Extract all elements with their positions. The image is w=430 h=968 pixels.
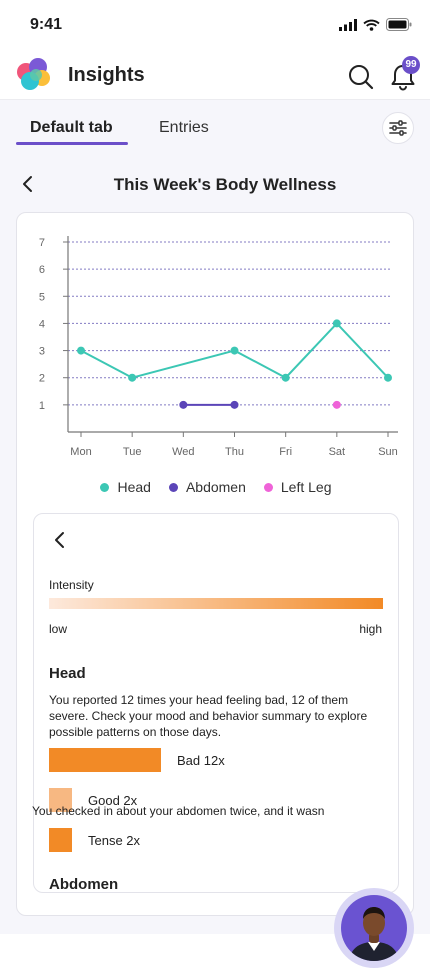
data-point-head bbox=[77, 346, 85, 355]
data-point-left-leg bbox=[332, 400, 341, 409]
x-tick-label: Mon bbox=[70, 446, 91, 458]
bar-label: Tense 2x bbox=[88, 832, 141, 848]
search-icon[interactable] bbox=[348, 64, 374, 90]
abdomen-title: Abdomen bbox=[49, 876, 119, 893]
legend-dot bbox=[100, 482, 110, 492]
y-tick-label: 6 bbox=[39, 264, 45, 276]
data-point-abdomen bbox=[230, 400, 239, 409]
x-tick-label: Sun bbox=[378, 446, 398, 458]
status-bar: 9:41 bbox=[0, 0, 430, 50]
notification-badge: 99 bbox=[402, 56, 420, 74]
chevron-left-icon[interactable] bbox=[50, 530, 70, 550]
legend-label: Abdomen bbox=[185, 479, 246, 495]
y-tick-label: 3 bbox=[39, 346, 45, 358]
detail-panel: Intensity low high Head You reported 12 … bbox=[33, 513, 399, 893]
x-tick-label: Sat bbox=[329, 446, 346, 458]
chart-legend: Head Abdomen Left Leg bbox=[17, 479, 413, 495]
content-area: Default tab Entries This Week's Body Wel… bbox=[0, 100, 430, 934]
data-point-head bbox=[384, 373, 392, 382]
bar-label: Good 2x bbox=[88, 792, 138, 808]
y-tick-label: 5 bbox=[39, 291, 45, 303]
tab-entries[interactable]: Entries bbox=[159, 119, 209, 136]
head-title: Head bbox=[49, 665, 86, 682]
status-icons bbox=[339, 18, 412, 31]
x-tick-label: Tue bbox=[123, 446, 142, 458]
sliders-icon bbox=[389, 120, 407, 136]
person-avatar-icon bbox=[349, 907, 399, 961]
intensity-gradient-bar bbox=[49, 598, 383, 609]
battery-icon bbox=[386, 18, 412, 31]
bar-label: Bad 12x bbox=[177, 752, 225, 768]
data-point-abdomen bbox=[179, 400, 188, 409]
heart-cluster-logo bbox=[17, 58, 50, 90]
legend-item-left-leg: Left Leg bbox=[263, 479, 332, 495]
section-title: This Week's Body Wellness bbox=[113, 175, 337, 194]
assistant-avatar-button[interactable] bbox=[334, 888, 414, 968]
chevron-left-icon[interactable] bbox=[18, 174, 38, 194]
legend-label: Left Leg bbox=[280, 479, 332, 495]
intensity-high-label: high bbox=[359, 622, 382, 636]
filter-button[interactable] bbox=[382, 112, 414, 144]
legend-dot bbox=[263, 482, 273, 492]
intensity-bar-bad: Bad 12x bbox=[49, 748, 225, 772]
x-tick-label: Thu bbox=[225, 446, 244, 458]
data-point-head bbox=[281, 373, 290, 382]
tab-bar: Default tab Entries bbox=[0, 100, 430, 152]
y-tick-label: 1 bbox=[39, 400, 45, 412]
app-bar: Insights 99 bbox=[0, 50, 430, 100]
head-description: You reported 12 times your head feeling … bbox=[49, 693, 368, 739]
intensity-label: Intensity bbox=[49, 578, 94, 592]
active-tab-indicator bbox=[16, 142, 128, 145]
bar-fill bbox=[49, 828, 72, 852]
y-tick-label: 7 bbox=[39, 237, 45, 249]
x-tick-label: Fri bbox=[279, 446, 292, 458]
body-wellness-card: 1 2 3 4 5 6 7 Mon Tue Wed Thu Fri Sat Sun Head Abdomen… bbox=[16, 212, 414, 916]
legend-dot bbox=[168, 482, 178, 492]
x-tick-label: Wed bbox=[172, 446, 194, 458]
tab-default[interactable]: Default tab bbox=[30, 119, 113, 136]
body-wellness-line-chart: 1 2 3 4 5 6 7 Mon Tue Wed Thu Fri Sat Sun bbox=[39, 236, 398, 458]
bar-fill bbox=[49, 788, 72, 812]
bar-fill bbox=[49, 748, 161, 772]
series-line-head bbox=[80, 321, 389, 379]
y-tick-label: 2 bbox=[39, 373, 45, 385]
abdomen-description: You checked in about your abdomen twice,… bbox=[32, 804, 325, 818]
data-point-head bbox=[128, 373, 137, 382]
data-point-head bbox=[230, 346, 239, 355]
legend-item-abdomen: Abdomen bbox=[168, 479, 246, 495]
intensity-low-label: low bbox=[49, 622, 68, 636]
data-point-head bbox=[332, 319, 341, 328]
legend-label: Head bbox=[117, 479, 151, 495]
signal-icon bbox=[339, 18, 357, 31]
intensity-bar-tense: Tense 2x bbox=[49, 828, 140, 852]
y-tick-label: 4 bbox=[39, 318, 45, 330]
wifi-icon bbox=[363, 19, 380, 31]
status-time: 9:41 bbox=[30, 16, 63, 33]
legend-item-head: Head bbox=[100, 479, 151, 495]
intensity-bar-good: Good 2x bbox=[49, 788, 137, 812]
app-title: Insights bbox=[68, 64, 145, 86]
avatar bbox=[341, 895, 407, 961]
